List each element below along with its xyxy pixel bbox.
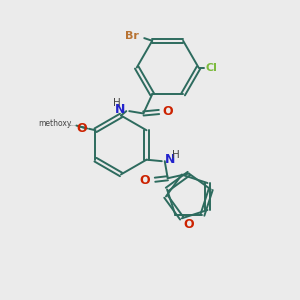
Text: methoxy: methoxy [70,125,76,127]
Text: Br: Br [125,32,139,41]
Text: methoxy: methoxy [38,119,71,128]
Text: O: O [184,218,194,231]
Text: O: O [140,174,150,188]
Text: N: N [115,103,125,116]
Text: H: H [113,98,121,108]
Text: Cl: Cl [205,63,217,73]
Text: N: N [165,153,175,166]
Text: H: H [172,150,180,160]
Text: O: O [76,122,87,135]
Text: O: O [163,105,173,118]
